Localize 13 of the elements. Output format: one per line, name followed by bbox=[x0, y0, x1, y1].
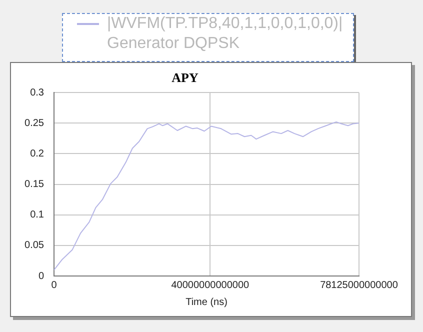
y-tick-label: 0.1 bbox=[30, 210, 44, 221]
x-tick-label: 78125000000000 bbox=[320, 280, 398, 291]
y-tick-label: 0.2 bbox=[30, 148, 44, 160]
y-tick-label: 0.15 bbox=[24, 179, 44, 190]
y-tick-label: 0 bbox=[38, 270, 44, 282]
legend-label: |WVFM(TP.TP8,40,1,1,0,0,1,0,0)| Generator DQPSK bbox=[107, 14, 344, 54]
y-tick-label: 0.3 bbox=[30, 87, 44, 98]
y-tick-label: 0.05 bbox=[24, 240, 44, 252]
chart-title: APY bbox=[172, 70, 199, 86]
x-tick-label: 0 bbox=[51, 280, 58, 291]
x-tick-label: 40000000000000 bbox=[171, 280, 250, 291]
y-tick-label: 0.25 bbox=[24, 118, 44, 129]
x-axis-title: Time (ns) bbox=[186, 296, 228, 308]
